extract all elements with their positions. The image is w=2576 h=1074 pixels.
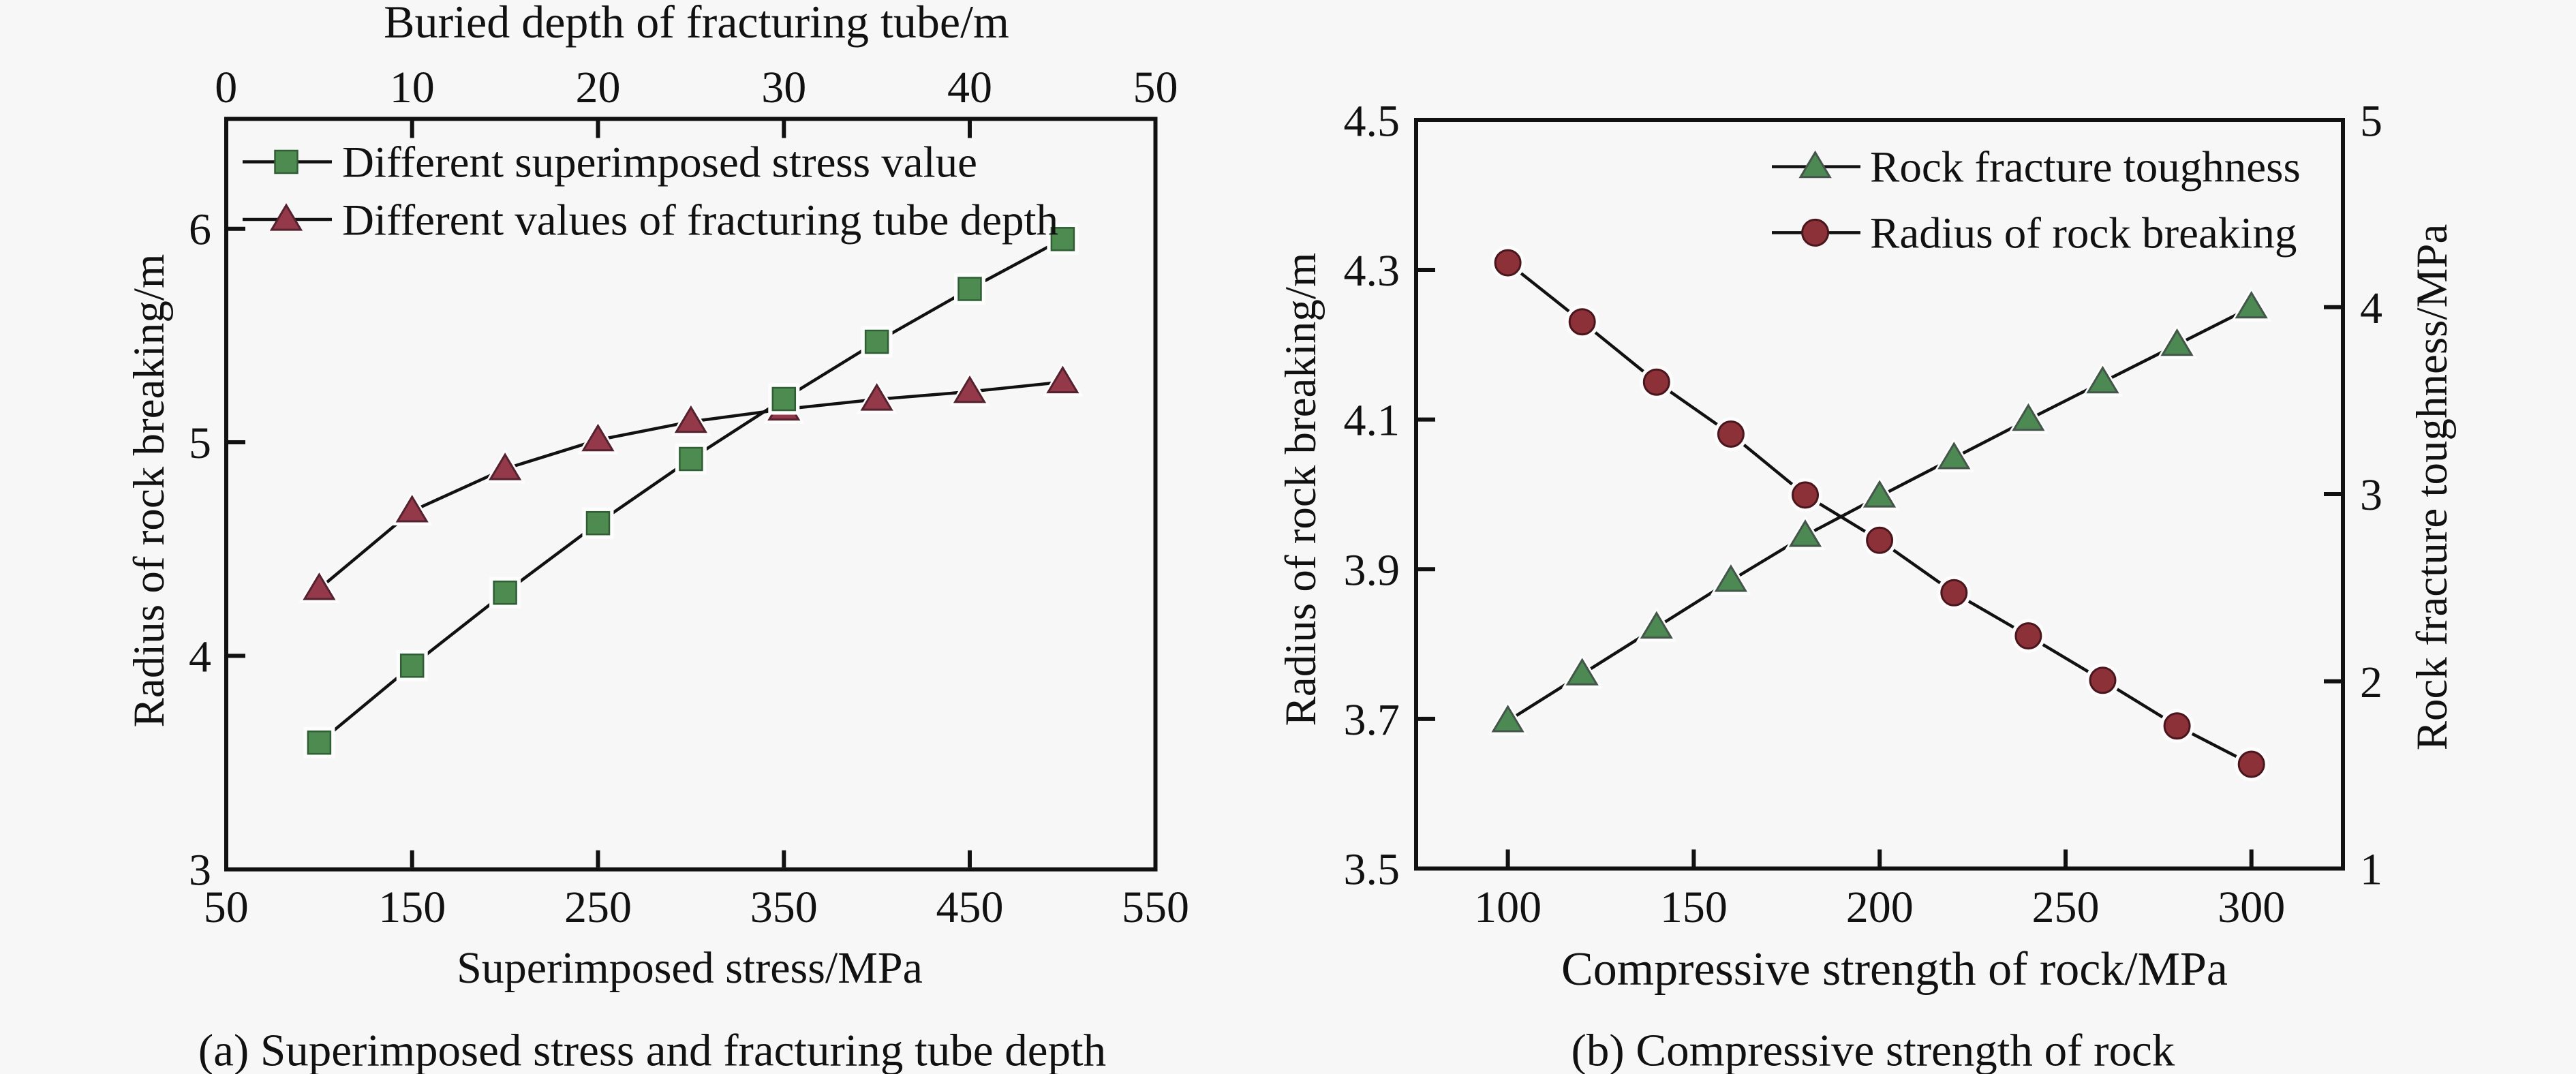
svg-text:30: 30 <box>761 63 806 112</box>
svg-text:3: 3 <box>189 846 211 895</box>
svg-text:Buried depth of fracturing tub: Buried depth of fracturing tube/m <box>384 0 1009 48</box>
svg-text:3.9: 3.9 <box>1344 545 1400 595</box>
svg-text:450: 450 <box>936 883 1004 932</box>
svg-text:4.5: 4.5 <box>1344 96 1400 146</box>
svg-text:20: 20 <box>576 63 621 112</box>
svg-text:Different superimposed stress: Different superimposed stress value <box>342 138 977 187</box>
svg-text:300: 300 <box>2218 883 2285 932</box>
svg-text:(a) Superimposed stress and fr: (a) Superimposed stress and fracturing t… <box>198 1026 1106 1074</box>
svg-text:50: 50 <box>204 883 249 932</box>
svg-text:10: 10 <box>390 63 435 112</box>
svg-text:5: 5 <box>2360 96 2382 146</box>
svg-text:4.1: 4.1 <box>1344 396 1400 446</box>
svg-text:Compressive strength of rock/M: Compressive strength of rock/MPa <box>1561 943 2228 996</box>
svg-text:2: 2 <box>2360 658 2382 707</box>
svg-text:Radius of rock breaking: Radius of rock breaking <box>1870 209 2297 258</box>
svg-text:3.7: 3.7 <box>1344 695 1400 745</box>
svg-text:4: 4 <box>189 632 211 681</box>
svg-text:150: 150 <box>1660 883 1728 932</box>
svg-text:Superimposed stress/MPa: Superimposed stress/MPa <box>457 943 923 993</box>
svg-text:250: 250 <box>564 883 632 932</box>
svg-text:150: 150 <box>378 883 446 932</box>
svg-text:250: 250 <box>2032 883 2100 932</box>
svg-text:1: 1 <box>2360 845 2382 895</box>
svg-text:200: 200 <box>1846 883 1914 932</box>
svg-text:40: 40 <box>947 63 992 112</box>
svg-text:50: 50 <box>1133 63 1178 112</box>
svg-text:5: 5 <box>189 418 211 468</box>
svg-text:Radius of rock breaking/m: Radius of rock breaking/m <box>1276 253 1325 726</box>
svg-text:(b) Compressive strength of ro: (b) Compressive strength of rock <box>1571 1026 2175 1074</box>
svg-text:0: 0 <box>215 63 237 112</box>
svg-text:4.3: 4.3 <box>1344 246 1400 296</box>
svg-text:350: 350 <box>750 883 818 932</box>
svg-text:4: 4 <box>2360 283 2382 333</box>
svg-text:550: 550 <box>1122 883 1189 932</box>
svg-text:3: 3 <box>2360 470 2382 520</box>
svg-text:Rock fracture toughness/MPa: Rock fracture toughness/MPa <box>2408 224 2457 751</box>
svg-text:3.5: 3.5 <box>1344 845 1400 895</box>
svg-text:Rock fracture toughness: Rock fracture toughness <box>1870 143 2301 192</box>
svg-text:Radius of rock breaking/m: Radius of rock breaking/m <box>125 254 174 728</box>
svg-text:100: 100 <box>1474 883 1542 932</box>
svg-text:6: 6 <box>189 205 211 255</box>
svg-text:Different values of fracturing: Different values of fracturing tube dept… <box>342 196 1058 245</box>
